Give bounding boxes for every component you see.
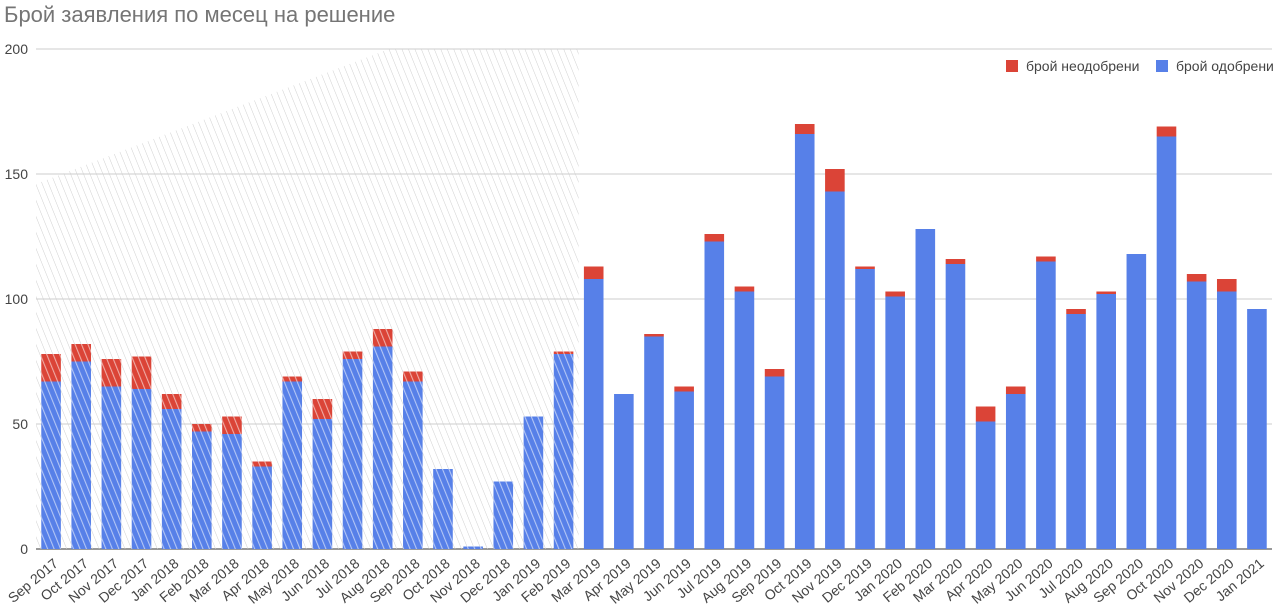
chart-title: Брой заявления по месец на решение (4, 2, 395, 27)
bar-approved (674, 391, 694, 549)
bar-hatch (252, 466, 272, 549)
bar-rejected (1036, 256, 1056, 262)
bar-approved (975, 421, 996, 549)
legend-label: брой одобрени (1176, 58, 1274, 74)
bar-rejected (764, 369, 785, 377)
hatch-overlay (41, 329, 574, 549)
y-axis: 0 50 100 150 200 (5, 41, 29, 557)
bar-rejected (734, 286, 755, 292)
y-tick-label: 100 (5, 291, 29, 307)
bar-approved (945, 264, 966, 549)
bar-hatch (342, 351, 363, 359)
legend-label: брой неодобрени (1026, 58, 1139, 74)
bar-hatch (41, 381, 61, 549)
bar-hatch (403, 381, 423, 549)
bar-rejected (674, 386, 694, 392)
bar-approved (1036, 261, 1056, 549)
legend: брой неодобрени брой одобрени (1006, 58, 1274, 74)
bar-rejected (855, 266, 875, 269)
bar-hatch (372, 329, 393, 347)
bar-approved (614, 394, 634, 549)
bar-hatch (222, 416, 242, 434)
bar-hatch (282, 381, 303, 549)
bar-hatch (312, 419, 333, 549)
y-tick-label: 150 (5, 166, 29, 182)
bar-hatch (192, 424, 212, 432)
bar-rejected (794, 124, 815, 134)
bar-rejected (583, 266, 604, 279)
bar-hatch (41, 354, 61, 382)
bar-hatch (553, 354, 574, 549)
bar-rejected (1156, 126, 1177, 137)
legend-swatch (1006, 60, 1018, 72)
bar-approved (855, 269, 875, 549)
bar-approved (704, 241, 725, 549)
bar-hatch (161, 394, 182, 409)
bar-hatch (252, 461, 272, 467)
bar-hatch (463, 546, 483, 549)
bar-rejected (644, 334, 664, 337)
legend-swatch (1156, 60, 1168, 72)
bar-approved (644, 336, 664, 549)
bar-approved (1216, 291, 1237, 549)
bar-approved (1005, 394, 1026, 549)
bar-hatch (71, 344, 92, 362)
bar-approved (825, 191, 845, 549)
bar-approved (885, 296, 905, 549)
bar-rejected (1066, 309, 1086, 314)
bar-hatch (101, 386, 122, 549)
bar-approved (915, 229, 936, 549)
bar-rejected (945, 259, 966, 264)
bar-hatch (433, 469, 453, 549)
bar-rejected (704, 234, 725, 242)
bar-approved (764, 376, 785, 549)
bar-hatch (101, 359, 122, 387)
bar-approved (794, 134, 815, 549)
y-tick-label: 50 (12, 416, 28, 432)
y-tick-label: 0 (20, 541, 28, 557)
bar-hatch (403, 371, 423, 382)
bar-rejected (1186, 274, 1207, 282)
bar-rejected (825, 169, 845, 192)
bar-approved (583, 279, 604, 549)
bar-hatch (372, 346, 393, 549)
y-tick-label: 200 (5, 41, 29, 57)
bar-approved (1247, 309, 1267, 549)
bar-hatch (312, 399, 333, 419)
bar-rejected (1216, 279, 1237, 292)
bar-hatch (161, 409, 182, 549)
bar-hatch (553, 351, 574, 354)
bar-rejected (885, 291, 905, 297)
bar-rejected (1005, 386, 1026, 394)
bar-hatch (131, 389, 152, 549)
bar-rejected (1096, 291, 1116, 294)
bar-approved (1126, 254, 1147, 549)
bar-hatch (222, 434, 242, 549)
bar-hatch (282, 376, 303, 382)
bar-rejected (975, 406, 996, 422)
bar-hatch (192, 431, 212, 549)
bar-approved (1066, 314, 1086, 549)
bar-hatch (523, 416, 544, 549)
bar-hatch (71, 361, 92, 549)
bar-approved (1096, 294, 1116, 549)
bar-approved (1156, 136, 1177, 549)
bar-hatch (131, 356, 152, 389)
bar-approved (1186, 281, 1207, 549)
bar-hatch (493, 481, 514, 549)
bar-approved (734, 291, 755, 549)
bar-hatch (342, 359, 363, 549)
